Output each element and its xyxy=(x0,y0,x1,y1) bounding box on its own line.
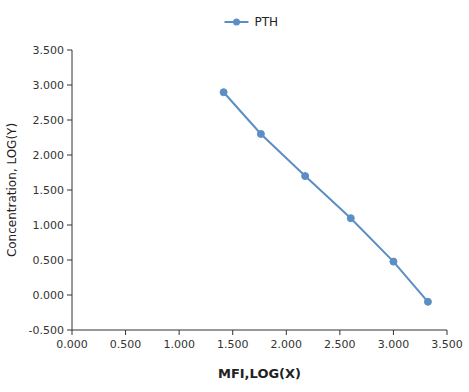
x-tick xyxy=(72,330,73,335)
legend-label: PTH xyxy=(255,15,279,29)
point xyxy=(424,298,431,305)
y-axis-label: Concentration, LOG(Y) xyxy=(5,123,19,257)
y-tick xyxy=(67,50,72,51)
y-tick-label: 1.500 xyxy=(33,184,65,197)
x-tick xyxy=(339,330,340,335)
point xyxy=(302,173,309,180)
x-tick-label: 2.000 xyxy=(271,338,303,351)
point xyxy=(257,130,264,137)
legend: PTH xyxy=(225,15,279,29)
y-tick xyxy=(67,85,72,86)
plot-area xyxy=(220,89,431,306)
x-tick xyxy=(393,330,394,335)
y-tick-label: 0.500 xyxy=(33,254,65,267)
x-axis-label: MFI,LOG(X) xyxy=(218,366,301,381)
y-tick-label: 0.000 xyxy=(33,289,65,302)
legend-marker xyxy=(233,19,240,26)
y-tick-label: 2.500 xyxy=(33,114,65,127)
chart: 0.000 0.500 1.000 1.500 2.000 2.500 3.000 3.500… xyxy=(0,0,469,392)
x-tick xyxy=(179,330,180,335)
x-tick-label: 1.500 xyxy=(217,338,249,351)
series-line xyxy=(224,92,428,302)
point xyxy=(220,89,227,96)
x-tick-label: 2.500 xyxy=(324,338,356,351)
x-tick xyxy=(232,330,233,335)
x-tick-label: 1.000 xyxy=(163,338,195,351)
x-tick-label: 3.000 xyxy=(378,338,410,351)
y-tick xyxy=(67,225,72,226)
point xyxy=(390,258,397,265)
y-tick xyxy=(67,120,72,121)
y-tick xyxy=(67,330,72,331)
x-tick-label: 0.500 xyxy=(110,338,142,351)
y-tick xyxy=(67,190,72,191)
y-tick-label: 2.000 xyxy=(33,149,65,162)
y-tick xyxy=(67,155,72,156)
x-tick-label: 0.000 xyxy=(56,338,88,351)
x-axis-line xyxy=(72,330,447,331)
y-tick xyxy=(67,295,72,296)
y-tick-label: 1.000 xyxy=(33,219,65,232)
point xyxy=(347,215,354,222)
x-tick xyxy=(447,330,448,335)
x-tick xyxy=(125,330,126,335)
y-tick-label: 3.000 xyxy=(33,79,65,92)
y-tick-label: -0.500 xyxy=(29,324,64,337)
y-tick xyxy=(67,260,72,261)
y-tick-label: 3.500 xyxy=(33,44,65,57)
x-tick-label: 3.500 xyxy=(431,338,463,351)
x-tick xyxy=(286,330,287,335)
